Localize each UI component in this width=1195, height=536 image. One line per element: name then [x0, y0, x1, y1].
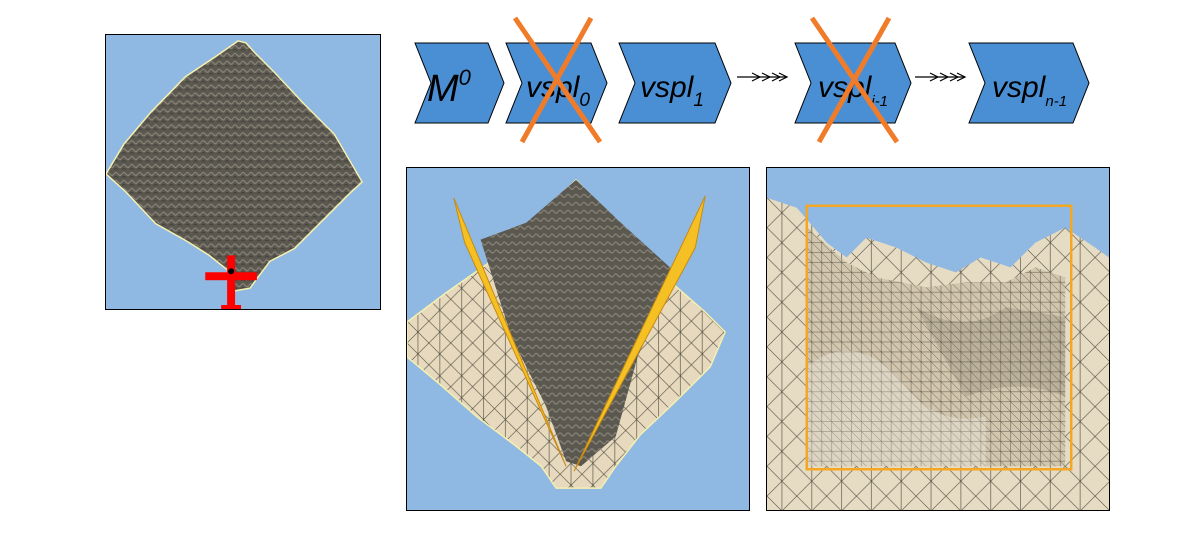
chevron-vspl-n-1: vspln-1 [968, 42, 1090, 124]
chevron-vspl-i-1: vspli-1 [794, 16, 912, 144]
chevron-vspl-1-label: vspl1 [640, 71, 704, 111]
view-window-rect [805, 204, 1073, 471]
detailed-terrain-surface [806, 227, 1066, 467]
view-frustum-panel [406, 167, 750, 511]
chevron-vspl-n-1-label: vspln-1 [992, 71, 1067, 110]
terrain-top-view-panel [105, 34, 381, 310]
strike-cross-icon [809, 16, 900, 144]
chevron-vspl-0: vspl0 [505, 16, 608, 144]
chevron-vspl-1: vspl1 [618, 42, 732, 124]
view-frustum [453, 195, 706, 472]
chevron-m0-label: M0 [427, 65, 472, 110]
strike-cross-icon [512, 16, 603, 144]
ellipsis-arrow-1 [737, 72, 789, 82]
fine-mesh [480, 179, 676, 467]
vertex-split-sequence: M0 vspl0 vspl1 vspli-1 vspln-1 [414, 16, 1090, 144]
viewpoint-render [767, 197, 1109, 510]
chevron-m0: M0 [414, 42, 505, 124]
viewpoint-render-panel [766, 167, 1110, 511]
ellipsis-arrow-2 [915, 72, 967, 82]
terrain-mesh [106, 40, 364, 292]
terrain-top-view [106, 40, 364, 309]
airplane-icon [205, 255, 257, 309]
view-frustum-scene [407, 178, 727, 489]
